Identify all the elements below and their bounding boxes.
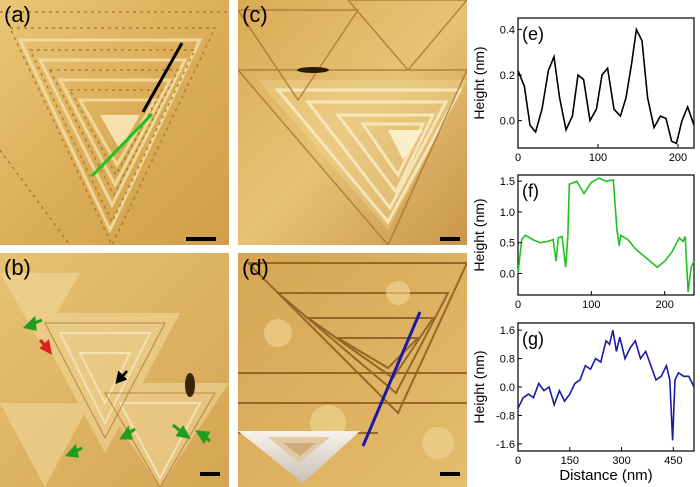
panel-label-d: (d) bbox=[242, 255, 269, 280]
y-tick-label: 0.5 bbox=[500, 238, 515, 250]
plot-panel-label: (g) bbox=[522, 329, 544, 349]
x-tick-label: 0 bbox=[515, 299, 521, 311]
plot-panel-label: (e) bbox=[522, 24, 544, 44]
y-tick-label: 0.0 bbox=[500, 268, 515, 280]
scale-bar-b bbox=[200, 472, 220, 476]
y-tick-label: 0.0 bbox=[500, 382, 515, 394]
y-axis-label: Height (nm) bbox=[471, 198, 487, 271]
panel-label-a: (a) bbox=[4, 2, 31, 27]
x-tick-label: 0 bbox=[515, 455, 521, 467]
y-tick-label: 1.6 bbox=[500, 325, 515, 337]
panel-label-b: (b) bbox=[4, 255, 31, 280]
y-tick-label: 0.0 bbox=[500, 116, 515, 128]
scale-bar-d bbox=[440, 472, 460, 476]
scale-bar-a bbox=[186, 237, 216, 241]
afm-image-a bbox=[0, 0, 229, 245]
y-tick-label: 0.8 bbox=[500, 354, 515, 366]
series-line-1 bbox=[517, 177, 695, 292]
y-tick-label: -0.8 bbox=[496, 410, 515, 422]
x-tick-label: 200 bbox=[655, 299, 673, 311]
height-profile-plots: 0 100 200 0.0 0.2 0.4 (e) Height (nm) 0 100 200 0.0… bbox=[471, 17, 695, 484]
panel-label-c: (c) bbox=[242, 2, 268, 27]
x-axis-label: Distance (nm) bbox=[559, 467, 652, 484]
afm-image-c bbox=[238, 0, 467, 245]
afm-panel-c: (c) bbox=[238, 0, 467, 245]
plot-panel-label: (f) bbox=[522, 181, 539, 201]
x-tick-label: 200 bbox=[669, 152, 687, 164]
y-axis-label: Height (nm) bbox=[471, 350, 487, 423]
y-tick-label: 0.2 bbox=[500, 70, 515, 82]
series-line-0 bbox=[517, 26, 695, 145]
x-tick-label: 0 bbox=[515, 152, 521, 164]
y-tick-label: 0.4 bbox=[500, 24, 515, 36]
y-axis-label: Height (nm) bbox=[471, 46, 487, 119]
x-tick-label: 300 bbox=[612, 455, 630, 467]
afm-image-d bbox=[238, 253, 467, 487]
afm-panel-b: (b) bbox=[0, 253, 229, 487]
y-tick-label: -1.6 bbox=[496, 439, 515, 451]
plot-frame-1 bbox=[517, 174, 695, 296]
series-line-2 bbox=[517, 329, 695, 441]
afm-image-b bbox=[0, 253, 229, 487]
x-tick-label: 150 bbox=[561, 455, 579, 467]
afm-panel-a: (a) bbox=[0, 0, 229, 245]
y-tick-label: 1.5 bbox=[500, 176, 515, 188]
x-tick-label: 100 bbox=[582, 299, 600, 311]
x-tick-label: 100 bbox=[589, 152, 607, 164]
scale-bar-c bbox=[440, 237, 460, 241]
x-tick-label: 450 bbox=[664, 455, 682, 467]
y-tick-label: 1.0 bbox=[500, 207, 515, 219]
plot-frame-0 bbox=[517, 17, 695, 149]
afm-panel-d: (d) bbox=[238, 253, 467, 487]
